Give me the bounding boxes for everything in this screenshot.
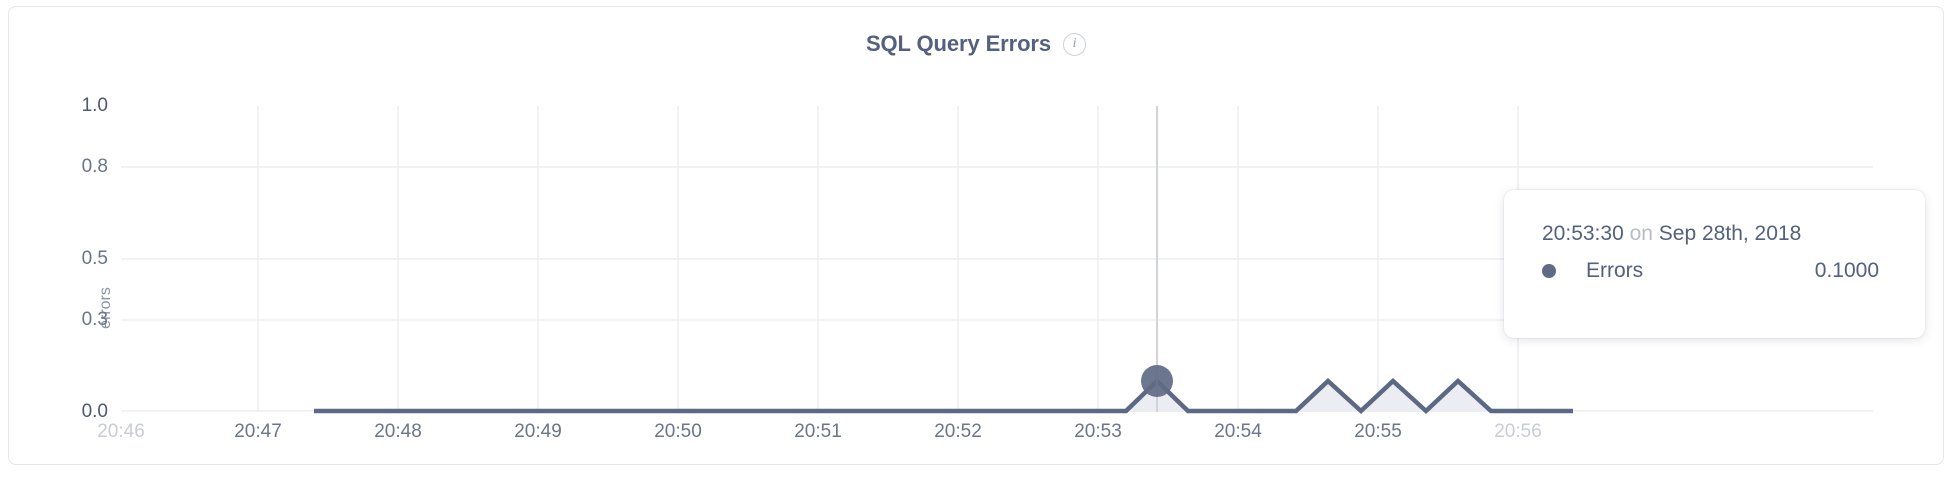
x-tick-2050: 20:50 — [654, 421, 702, 442]
y-tick-0-3: 0.3 — [81, 309, 108, 330]
series-area-errors — [314, 381, 1573, 412]
tooltip-series-row: Errors 0.1000 — [1542, 259, 1887, 283]
series-marker-dot — [1542, 264, 1556, 278]
x-tick-2056: 20:56 — [1494, 421, 1542, 442]
chart-tooltip: 20:53:30 on Sep 28th, 2018 Errors 0.1000 — [1504, 190, 1925, 338]
info-icon[interactable]: i — [1063, 32, 1087, 56]
x-tick-2053: 20:53 — [1074, 421, 1122, 442]
x-tick-2054: 20:54 — [1214, 421, 1262, 442]
x-tick-2051: 20:51 — [794, 421, 842, 442]
page-title: SQL Query Errors — [865, 31, 1052, 56]
x-tick-2052: 20:52 — [934, 421, 982, 442]
y-tick-0-8: 0.8 — [81, 156, 108, 177]
tooltip-connector: on — [1629, 222, 1653, 245]
tooltip-timestamp: 20:53:30 on Sep 28th, 2018 — [1542, 222, 1887, 246]
tooltip-series-label: Errors — [1586, 259, 1644, 282]
tooltip-time: 20:53:30 — [1542, 222, 1624, 245]
chart-card: SQL Query Errors i errors 1.0 0.8 0.5 0.… — [8, 6, 1944, 465]
tooltip-date: Sep 28th, 2018 — [1658, 222, 1802, 245]
x-tick-2055: 20:55 — [1354, 421, 1402, 442]
x-tick-2049: 20:49 — [514, 421, 562, 442]
x-tick-2048: 20:48 — [374, 421, 422, 442]
vertical-gridlines — [257, 106, 1519, 412]
x-tick-2047: 20:47 — [234, 421, 282, 442]
tooltip-series-value: 0.1000 — [1814, 259, 1879, 282]
highlighted-point[interactable] — [1141, 365, 1173, 397]
y-tick-0-0: 0.0 — [81, 401, 108, 422]
chart-header: SQL Query Errors i — [9, 31, 1943, 57]
x-tick-2046: 20:46 — [97, 421, 145, 442]
y-tick-0-5: 0.5 — [81, 248, 108, 269]
plot-area[interactable]: errors 1.0 0.8 0.5 0.3 0.0 20:46 20:47 2… — [82, 95, 1873, 442]
y-tick-1-0: 1.0 — [81, 95, 108, 116]
